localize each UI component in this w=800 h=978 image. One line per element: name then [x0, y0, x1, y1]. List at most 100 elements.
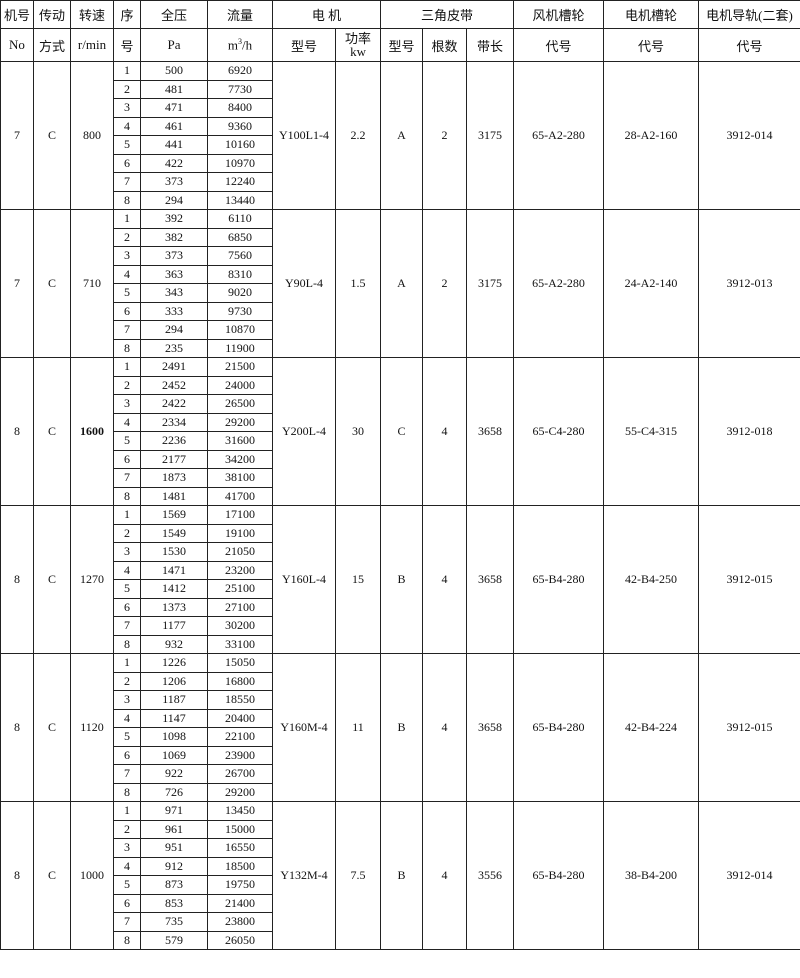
table-row: 7 C 800 1 500 6920 Y100L1-4 2.2 A 2 3175 65-A2-280 2…	[0, 61, 800, 210]
cell-flow: 7560	[207, 246, 273, 266]
header-pressure: 全压	[140, 0, 208, 29]
cell-pressure: 971	[140, 801, 208, 821]
cell-no: 7	[0, 61, 34, 210]
cell-flow: 9730	[207, 301, 273, 321]
cell-motor-power: 15	[334, 505, 382, 654]
cell-pressure: 2177	[140, 449, 208, 469]
cell-pressure: 1569	[140, 505, 208, 525]
cell-flow: 10870	[207, 320, 273, 340]
cell-motor-pulley-code: 55-C4-315	[603, 357, 700, 506]
cell-pressure: 294	[140, 190, 208, 210]
header-belt-model: 型号	[380, 28, 424, 62]
header-belt: 三角皮带	[380, 0, 515, 29]
table-row: 3 951 16550	[1, 838, 800, 858]
table-row: 6 422 10970	[1, 153, 800, 173]
cell-belt-length: 3175	[466, 61, 515, 210]
cell-pressure: 1187	[140, 690, 208, 710]
cell-motor-power: 2.2	[334, 61, 382, 210]
cell-pressure: 471	[140, 98, 208, 118]
cell-pressure: 1481	[140, 486, 208, 506]
table-row: 2 481 7730	[1, 79, 800, 99]
table-row: 7 C 710 1 392 6110 Y90L-4 1.5 A 2 3175 65-A2-280 24-…	[0, 209, 800, 358]
header-rail: 电机导轨(二套)	[698, 0, 800, 29]
cell-pressure: 951	[140, 838, 208, 858]
cell-seq: 4	[113, 412, 141, 432]
cell-flow: 21500	[207, 357, 273, 377]
cell-flow: 7730	[207, 79, 273, 99]
cell-pressure: 2422	[140, 394, 208, 414]
cell-seq: 8	[113, 782, 141, 802]
table-row: 3 2422 26500	[1, 394, 800, 414]
cell-pressure: 363	[140, 264, 208, 284]
cell-flow: 33100	[207, 634, 273, 654]
table-row: 7 735 23800	[1, 912, 800, 932]
cell-seq: 3	[113, 690, 141, 710]
header-pressure-unit: Pa	[140, 28, 208, 62]
cell-no: 8	[0, 505, 34, 654]
cell-seq: 1	[113, 653, 141, 673]
cell-seq: 8	[113, 486, 141, 506]
cell-seq: 7	[113, 764, 141, 784]
cell-flow: 18550	[207, 690, 273, 710]
cell-pressure: 333	[140, 301, 208, 321]
cell-flow: 26700	[207, 764, 273, 784]
cell-belt-count: 4	[422, 801, 468, 950]
cell-pressure: 382	[140, 227, 208, 247]
cell-belt-length: 3658	[466, 653, 515, 802]
table-row: 5 2236 31600	[1, 431, 800, 451]
cell-motor-model: Y90L-4	[272, 209, 336, 358]
cell-seq: 6	[113, 745, 141, 765]
table-row: 8 294 13440	[1, 190, 800, 210]
cell-flow: 8400	[207, 98, 273, 118]
table-row: 7 294 10870	[1, 320, 800, 340]
table-row: 3 1530 21050	[1, 542, 800, 562]
cell-seq: 3	[113, 246, 141, 266]
header-no-sub: No	[0, 28, 34, 62]
cell-pressure: 1069	[140, 745, 208, 765]
cell-belt-model: B	[380, 505, 424, 654]
flow-unit-h: /h	[242, 37, 253, 53]
table-row: 5 1412 25100	[1, 579, 800, 599]
cell-flow: 25100	[207, 579, 273, 599]
cell-seq: 3	[113, 98, 141, 118]
cell-seq: 7	[113, 616, 141, 636]
cell-fan-pulley-code: 65-A2-280	[513, 209, 605, 358]
table-row: 8 C 1000 1 971 13450 Y132M-4 7.5 B 4 3556 65-B4-280…	[0, 801, 800, 950]
cell-flow: 19750	[207, 875, 273, 895]
cell-seq: 5	[113, 875, 141, 895]
cell-flow: 29200	[207, 412, 273, 432]
table-row: 7 922 26700	[1, 764, 800, 784]
cell-rail-code: 3912-014	[698, 61, 800, 210]
cell-flow: 11900	[207, 338, 273, 358]
cell-seq: 8	[113, 338, 141, 358]
cell-flow: 26500	[207, 394, 273, 414]
cell-pressure: 441	[140, 135, 208, 155]
flow-unit-sup: 3	[238, 36, 242, 46]
table-row: 8 579 26050	[1, 930, 800, 950]
cell-pressure: 2334	[140, 412, 208, 432]
cell-seq: 1	[113, 61, 141, 81]
header-motor-pulley-code: 代号	[603, 28, 700, 62]
cell-motor-model: Y160M-4	[272, 653, 336, 802]
header-motor: 电 机	[271, 0, 382, 29]
cell-pressure: 2491	[140, 357, 208, 377]
cell-motor-model: Y100L1-4	[272, 61, 336, 210]
cell-pressure: 1873	[140, 468, 208, 488]
cell-flow: 26050	[207, 930, 273, 950]
cell-pressure: 1412	[140, 579, 208, 599]
cell-flow: 15050	[207, 653, 273, 673]
cell-rail-code: 3912-015	[698, 653, 800, 802]
cell-seq: 3	[113, 542, 141, 562]
cell-rail-code: 3912-013	[698, 209, 800, 358]
header-seq-sub: 号	[113, 28, 141, 62]
flow-unit-m: m	[227, 37, 238, 53]
cell-pressure: 1147	[140, 708, 208, 728]
header-flow-unit: m3/h	[207, 28, 273, 62]
table-row: 8 C 1600 1 2491 21500 Y200L-4 30 C 4 3658 65-C4-280…	[0, 357, 800, 506]
cell-motor-power: 11	[334, 653, 382, 802]
cell-seq: 2	[113, 79, 141, 99]
cell-rail-code: 3912-018	[698, 357, 800, 506]
cell-pressure: 922	[140, 764, 208, 784]
cell-rail-code: 3912-015	[698, 505, 800, 654]
cell-seq: 2	[113, 819, 141, 839]
